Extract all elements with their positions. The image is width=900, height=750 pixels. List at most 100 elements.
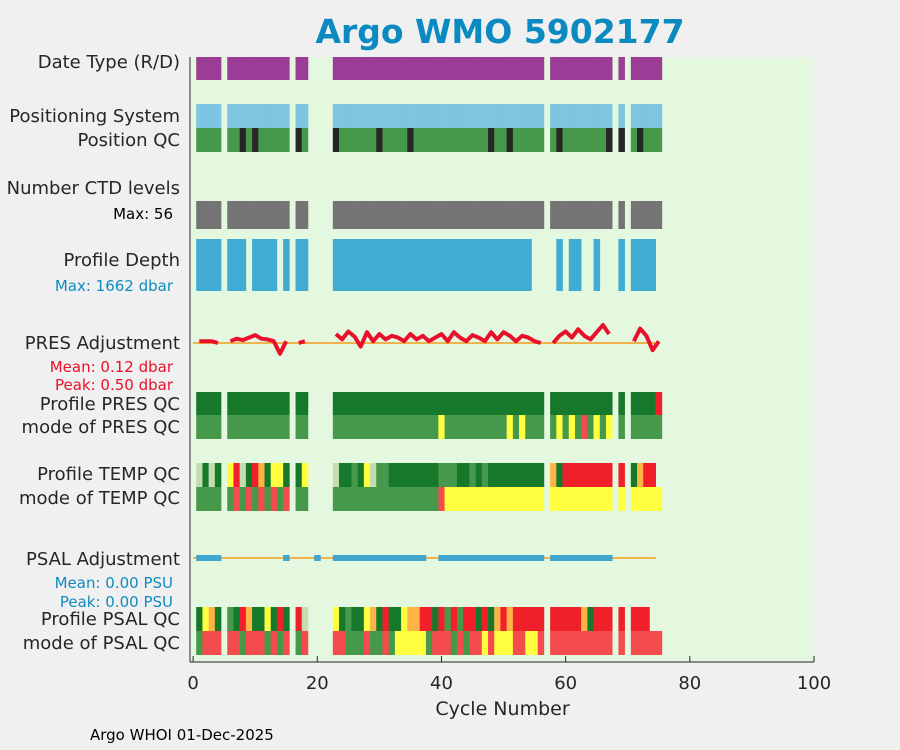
position-qc-cycle-8: [239, 128, 247, 152]
positioning-system-cycle-59: [556, 104, 563, 128]
mode-temp-qc-cycle-50: [500, 487, 507, 511]
positioning-system-cycle-75: [655, 104, 663, 128]
profile-pres-qc-cycle-55: [531, 392, 538, 415]
position-qc-cycle-3: [208, 128, 216, 152]
date-type-cycle-10: [252, 57, 259, 80]
ctd-levels-cycle-43: [456, 201, 464, 229]
profile-pres-qc-cycle-38: [425, 392, 433, 415]
profile-psal-qc-cycle-51: [506, 607, 514, 631]
mode-temp-qc-cycle-13: [270, 487, 278, 511]
profile-psal-qc-cycle-43: [456, 607, 464, 631]
mode-psal-qc-cycle-39: [432, 631, 439, 655]
ctd-levels-cycle-59: [556, 201, 563, 229]
mode-temp-qc-cycle-46: [475, 487, 483, 511]
mode-psal-qc-cycle-51: [506, 631, 514, 655]
mode-pres-qc-cycle-29: [370, 415, 377, 439]
profile-depth-cycle-34: [401, 239, 408, 291]
ctd-levels-cycle-49: [494, 201, 501, 229]
profile-psal-qc-cycle-26: [351, 607, 358, 631]
psal-adjustment-cycle-4: [214, 555, 222, 561]
psal-adjustment-cycle-67: [606, 555, 613, 561]
mode-pres-qc-cycle-75: [655, 415, 663, 439]
profile-temp-qc-cycle-73: [643, 463, 650, 487]
positioning-system-cycle-67: [606, 104, 613, 128]
mode-pres-qc-cycle-10: [252, 415, 259, 439]
label-mode-psal-qc: mode of PSAL QC: [22, 633, 180, 654]
mode-psal-qc-cycle-44: [463, 631, 470, 655]
mode-psal-qc-cycle-69: [618, 631, 625, 655]
profile-psal-qc-cycle-6: [227, 607, 234, 631]
date-type-cycle-59: [556, 57, 563, 80]
mode-psal-qc-cycle-7: [233, 631, 240, 655]
profile-temp-qc-cycle-32: [388, 463, 396, 487]
mode-temp-qc-cycle-12: [264, 487, 272, 511]
positioning-system-cycle-29: [370, 104, 377, 128]
mode-psal-qc-cycle-55: [531, 631, 538, 655]
mode-temp-qc-cycle-61: [568, 487, 576, 511]
mode-psal-qc-cycle-35: [407, 631, 414, 655]
profile-depth-cycle-1: [196, 239, 203, 291]
profile-temp-qc-cycle-29: [370, 463, 377, 487]
profile-psal-qc-cycle-54: [525, 607, 532, 631]
position-qc-cycle-59: [556, 128, 563, 152]
profile-pres-qc-cycle-27: [357, 392, 365, 415]
mode-psal-qc-cycle-64: [587, 631, 594, 655]
date-type-cycle-64: [587, 57, 594, 80]
label-pres-mean: Mean: 0.12 dbar: [49, 358, 173, 376]
positioning-system-cycle-49: [494, 104, 501, 128]
positioning-system-cycle-64: [587, 104, 594, 128]
profile-psal-qc-cycle-39: [432, 607, 439, 631]
date-type-cycle-63: [581, 57, 588, 80]
position-qc-cycle-24: [339, 128, 346, 152]
profile-depth-cycle-38: [425, 239, 433, 291]
profile-psal-qc-cycle-42: [450, 607, 458, 631]
mode-temp-qc-cycle-2: [202, 487, 209, 511]
mode-pres-qc-cycle-58: [550, 415, 557, 439]
mode-pres-qc-cycle-34: [401, 415, 408, 439]
ctd-levels-cycle-67: [606, 201, 613, 229]
date-type-cycle-30: [376, 57, 383, 80]
psal-adjustment-cycle-51: [506, 555, 514, 561]
position-qc-cycle-69: [618, 128, 625, 152]
profile-depth-cycle-44: [463, 239, 470, 291]
profile-pres-qc-cycle-53: [519, 392, 526, 415]
mode-psal-qc-cycle-40: [438, 631, 445, 655]
mode-pres-qc-cycle-39: [432, 415, 439, 439]
date-type-cycle-50: [500, 57, 507, 80]
mode-pres-qc-cycle-25: [345, 415, 352, 439]
date-type-cycle-33: [394, 57, 402, 80]
psal-adjustment-cycle-62: [574, 555, 582, 561]
mode-pres-qc-cycle-64: [587, 415, 594, 439]
mode-pres-qc-cycle-6: [227, 415, 234, 439]
mode-pres-qc-cycle-31: [382, 415, 389, 439]
profile-psal-qc-cycle-58: [550, 607, 557, 631]
profile-temp-qc-cycle-25: [345, 463, 352, 487]
date-type-cycle-61: [568, 57, 576, 80]
position-qc-cycle-1: [196, 128, 203, 152]
mode-pres-qc-cycle-62: [574, 415, 582, 439]
mode-psal-qc-cycle-66: [599, 631, 607, 655]
label-profile-pres-qc: Profile PRES QC: [39, 394, 180, 415]
mode-pres-qc-cycle-55: [531, 415, 538, 439]
position-qc-cycle-67: [606, 128, 613, 152]
profile-depth-cycle-59: [556, 239, 563, 291]
positioning-system-cycle-66: [599, 104, 607, 128]
date-type-cycle-45: [469, 57, 476, 80]
position-qc-cycle-54: [525, 128, 532, 152]
psal-adjustment-cycle-36: [413, 555, 421, 561]
date-type-cycle-74: [649, 57, 656, 80]
psal-adjustment-cycle-56: [537, 555, 545, 561]
profile-temp-qc-cycle-47: [481, 463, 489, 487]
ctd-levels-cycle-30: [376, 201, 383, 229]
label-pres-adjustment: PRES Adjustment: [24, 333, 180, 354]
x-tick-label-80: 80: [678, 673, 701, 694]
date-type-cycle-15: [283, 57, 290, 80]
mode-pres-qc-cycle-14: [276, 415, 284, 439]
mode-temp-qc-cycle-39: [432, 487, 439, 511]
profile-psal-qc-cycle-53: [519, 607, 526, 631]
mode-pres-qc-cycle-33: [394, 415, 402, 439]
profile-temp-qc-cycle-65: [593, 463, 601, 487]
profile-psal-qc-cycle-45: [469, 607, 476, 631]
mode-pres-qc-cycle-56: [537, 415, 545, 439]
mode-psal-qc-cycle-63: [581, 631, 588, 655]
